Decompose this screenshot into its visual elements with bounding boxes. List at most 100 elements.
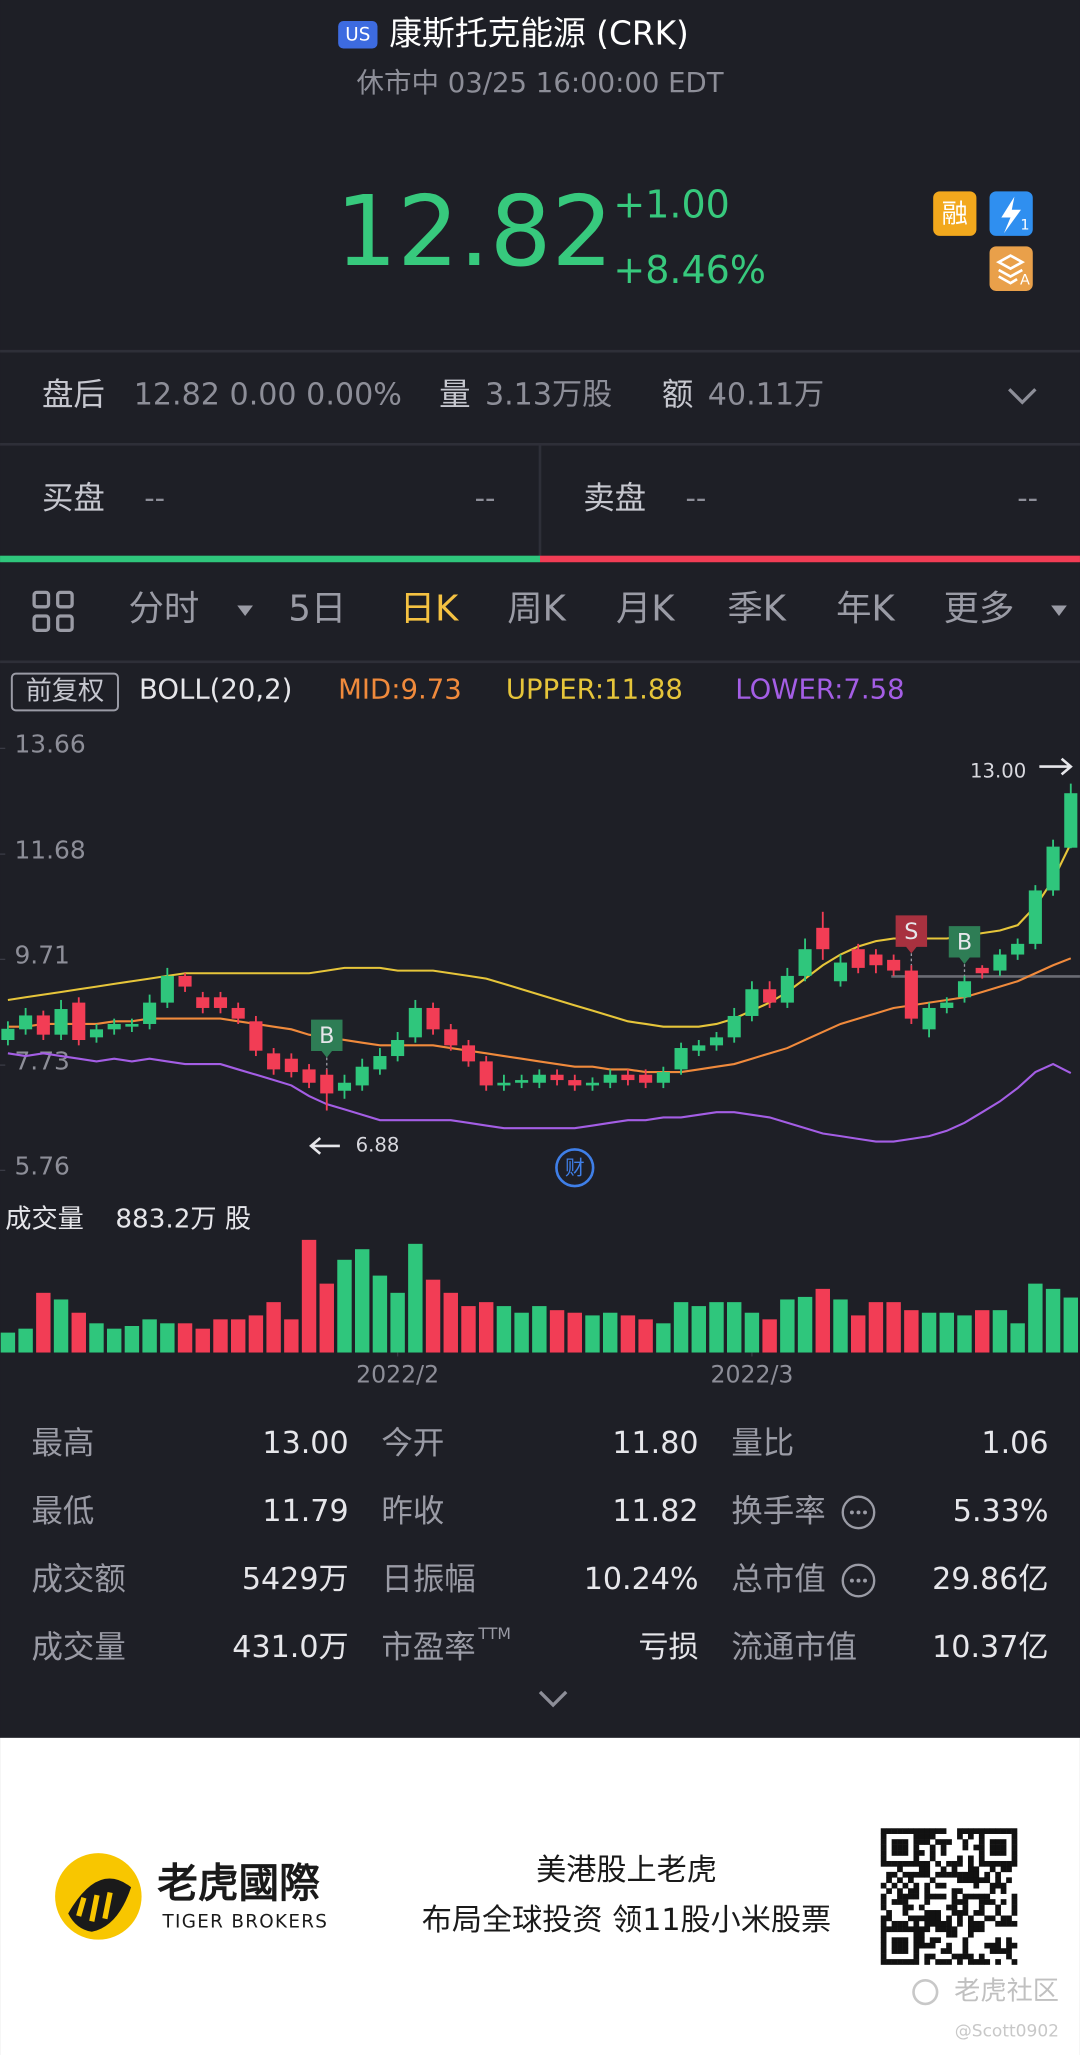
volume-bar: [18, 1328, 33, 1353]
qr-cell: [891, 1844, 898, 1851]
qr-cell: [929, 1877, 936, 1884]
qr-cell: [897, 1937, 903, 1944]
background: [0, 0, 1080, 1738]
tab[interactable]: 季K: [727, 589, 786, 630]
qr-cell: [880, 1942, 887, 1949]
qr-cell: [913, 1828, 920, 1834]
qr-cell: [918, 1833, 925, 1840]
tab[interactable]: 年K: [836, 589, 895, 630]
qr-cell: [1000, 1844, 1007, 1851]
candle-body: [320, 1074, 334, 1094]
tab[interactable]: 日K: [400, 589, 459, 630]
tab[interactable]: 分时: [128, 589, 199, 630]
qr-cell: [902, 1844, 909, 1851]
tab[interactable]: 周K: [507, 589, 566, 630]
candle-body: [391, 1040, 405, 1057]
qr-cell: [962, 1942, 969, 1949]
qr-cell: [880, 1926, 887, 1933]
volume-bar: [142, 1319, 157, 1353]
after-hours-amount-label: 额: [662, 377, 693, 413]
qr-cell: [978, 1904, 985, 1911]
qr-cell: [940, 1882, 947, 1889]
qr-cell: [962, 1828, 969, 1834]
qr-cell: [897, 1860, 903, 1867]
qr-cell: [962, 1910, 969, 1916]
signal-box: [895, 915, 928, 954]
qr-cell: [973, 1844, 980, 1851]
candle-body: [36, 1015, 50, 1035]
candle-body: [302, 1069, 316, 1083]
expand-chevron[interactable]: [538, 1690, 568, 1708]
qr-cell: [946, 1959, 952, 1965]
qr-cell: [1006, 1953, 1012, 1960]
tab[interactable]: 月K: [616, 589, 675, 630]
qr-cell: [891, 1959, 898, 1965]
qr-cell: [929, 1828, 936, 1834]
qr-cell: [957, 1855, 963, 1862]
tab[interactable]: 5日: [288, 589, 346, 630]
candle-body: [780, 975, 794, 1003]
qr-cell: [913, 1953, 920, 1960]
candle-body: [1046, 846, 1060, 891]
qr-cell: [935, 1871, 941, 1878]
stat-label: 昨收: [381, 1493, 444, 1529]
info-dot: [863, 1510, 867, 1515]
margin-badge[interactable]: [933, 191, 977, 236]
volume-bar: [514, 1312, 529, 1353]
qr-cell: [995, 1828, 1001, 1834]
qr-cell: [924, 1833, 931, 1840]
stat-label: 量比: [731, 1425, 794, 1461]
qr-cell: [918, 1904, 925, 1911]
qr-cell: [880, 1959, 887, 1965]
price-change-pct: +8.46%: [613, 248, 766, 292]
qr-cell: [1011, 1904, 1018, 1911]
qr-cell: [967, 1893, 974, 1900]
qr-cell: [995, 1871, 1001, 1878]
qr-cell: [984, 1871, 991, 1878]
layout-icon[interactable]: [32, 590, 74, 633]
arrow: [309, 1137, 340, 1155]
qr-cell: [1011, 1850, 1018, 1856]
adjust-box[interactable]: [10, 672, 119, 712]
qr-cell: [891, 1926, 898, 1933]
qr-cell: [957, 1959, 963, 1965]
qr-cell: [973, 1920, 980, 1927]
qr-cell: [1006, 1948, 1012, 1954]
candle-body: [869, 954, 883, 966]
qr-cell: [951, 1926, 958, 1933]
qr-cell: [886, 1910, 892, 1916]
after-hours-label: 盘后: [42, 377, 105, 413]
qr-cell: [973, 1866, 980, 1873]
signal-box: [311, 1019, 343, 1058]
indicator-label: BOLL(20,2): [139, 674, 292, 706]
tab[interactable]: 更多: [944, 589, 1015, 630]
band-line: [7, 957, 1072, 1074]
volume-bar: [602, 1312, 618, 1353]
expand-chevron[interactable]: [1008, 388, 1037, 405]
stat-label: 总市值: [731, 1562, 825, 1598]
qr-cell: [880, 1899, 887, 1905]
qr-cell: [1006, 1942, 1012, 1949]
price-change: +1.00: [613, 183, 729, 227]
qr-cell: [951, 1953, 958, 1960]
qr-cell: [978, 1844, 985, 1851]
candle-body: [621, 1074, 635, 1081]
qr-cell: [973, 1828, 980, 1834]
volume-bar: [656, 1323, 671, 1353]
volume-bar: [1045, 1288, 1061, 1353]
qr-cell: [995, 1959, 1001, 1965]
qr-cell: [984, 1959, 991, 1965]
dropdown-arrow: [1051, 605, 1067, 616]
qr-cell: [962, 1948, 969, 1954]
candle-body: [461, 1045, 476, 1062]
qr-cell: [880, 1833, 887, 1840]
tiger-logo: [55, 1853, 142, 1940]
qr-cell: [880, 1920, 887, 1927]
qr-cell: [902, 1871, 909, 1878]
volume-bar: [815, 1288, 830, 1353]
qr-cell: [897, 1899, 903, 1905]
qr-cell: [978, 1926, 985, 1933]
volume-bar: [673, 1302, 689, 1353]
qr-cell: [929, 1855, 936, 1862]
